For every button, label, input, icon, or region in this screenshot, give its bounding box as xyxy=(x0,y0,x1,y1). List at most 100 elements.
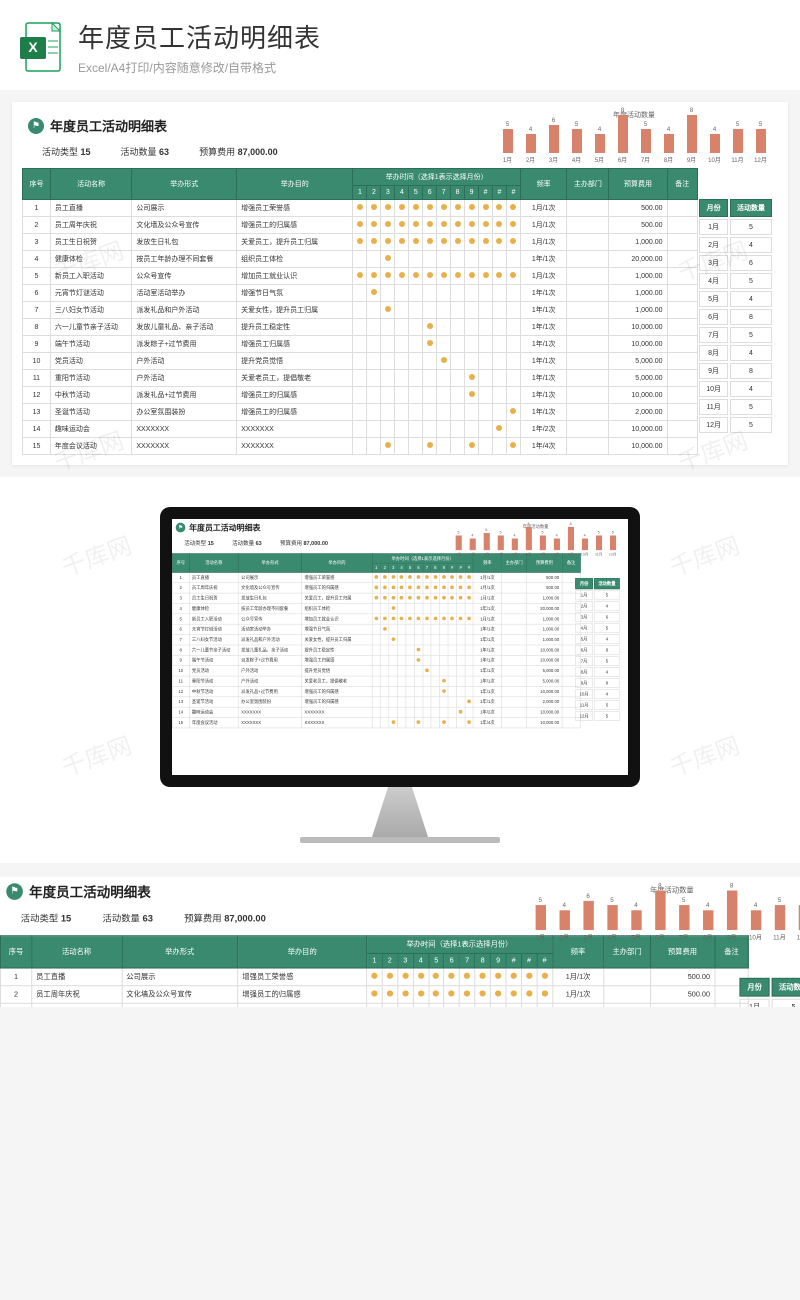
chart-bar: 57月 xyxy=(674,898,693,941)
summary-count: 活动数量 63 xyxy=(232,539,262,547)
table-row: 9端午节活动派发粽子+过节费用增强员工归属感 1年/1次10,000.00 xyxy=(172,655,580,665)
chart-bar: 410月 xyxy=(746,903,765,941)
table-row: 3员工生日祝贺发放生日礼包关爱员工，提升员工归属 1月/1次1,000.00 xyxy=(1,1003,749,1007)
chart-bar: 48月 xyxy=(660,127,678,164)
table-row: 6元宵节灯谜活动活动室活动举办增强节日气氛 1年/1次1,000.00 xyxy=(23,285,698,302)
summary-budget: 预算费用 87,000.00 xyxy=(184,911,266,925)
table-row: 3员工生日祝贺发放生日礼包关爱员工，提升员工归属 1月/1次1,000.00 xyxy=(172,593,580,603)
monitor-screen: ⚑ 年度员工活动明细表 年度活动数量 51月42月63月54月45月86月57月… xyxy=(172,519,628,775)
table-row: 11重阳节活动户外活动关爱老员工，提倡敬老 1年/1次5,000.00 xyxy=(172,676,580,686)
chart-bar: 410月 xyxy=(706,127,724,164)
table-row: 15年度会议活动XXXXXXXXXXXXXX 1年/4次10,000.00 xyxy=(23,438,698,455)
summary-count: 活动数量 63 xyxy=(121,145,170,158)
spreadsheet: ⚑ 年度员工活动明细表 年度活动数量 51月42月63月54月45月86月57月… xyxy=(172,519,628,728)
side-row: 11月5 xyxy=(699,399,772,415)
table-row: 15年度会议活动XXXXXXXXXXXXXX 1年/4次10,000.00 xyxy=(172,718,580,728)
side-row: 8月4 xyxy=(575,667,619,677)
table-row: 13圣诞节活动办公室氛围装扮增强员工的归属感 1年/1次2,000.00 xyxy=(23,404,698,421)
table-row: 13圣诞节活动办公室氛围装扮增强员工的归属感 1年/1次2,000.00 xyxy=(172,697,580,707)
table-row: 1员工直播公司展示增强员工荣誉感 1月/1次500.00 xyxy=(23,200,698,217)
chart-bar: 86月 xyxy=(651,883,670,941)
chart-title: 年度活动数量 xyxy=(450,524,621,530)
side-row: 2月4 xyxy=(575,601,619,611)
chart-bar: 511月 xyxy=(770,898,789,941)
chart-bar: 51月 xyxy=(453,531,464,556)
side-row: 6月8 xyxy=(575,645,619,655)
table-row: 7三八妇女节活动派发礼品和户外活动关爱女性，提升员工归属 1年/1次1,000.… xyxy=(172,635,580,645)
table-row: 5新员工入职活动公众号宣传增加员工就业认识 1月/1次1,000.00 xyxy=(23,268,698,285)
chart-bar: 63月 xyxy=(545,118,563,165)
table-row: 14趣味运动会XXXXXXXXXXXXXX 1年/2次10,000.00 xyxy=(23,421,698,438)
side-row: 5月4 xyxy=(699,291,772,307)
flag-icon: ⚑ xyxy=(6,883,23,900)
side-row: 9月8 xyxy=(575,678,619,688)
sheet-title: 年度员工活动明细表 xyxy=(50,116,167,135)
excel-icon: X xyxy=(20,21,64,73)
side-row: 5月4 xyxy=(575,634,619,644)
chart-bar: 48月 xyxy=(698,903,717,941)
table-row: 4健康体检按员工年龄办理不同套餐组织员工体检 1年/1次20,000.00 xyxy=(172,603,580,613)
side-row: 1月5 xyxy=(740,999,800,1007)
chart-bar: 512月 xyxy=(607,531,618,556)
summary-type: 活动类型 15 xyxy=(42,145,91,158)
side-row: 8月4 xyxy=(699,345,772,361)
table-row: 10党员活动户外活动提升党员觉悟 1年/1次5,000.00 xyxy=(23,353,698,370)
chart-bar: 511月 xyxy=(593,531,604,556)
chart-bar: 512月 xyxy=(794,898,800,941)
chart-bar: 57月 xyxy=(637,122,655,164)
table-row: 8六一儿童节亲子活动发放儿童礼品、亲子活动提升员工稳定性 1年/1次10,000… xyxy=(172,645,580,655)
table-row: 1员工直播公司展示增强员工荣誉感 1月/1次500.00 xyxy=(1,968,749,986)
chart-bar: 63月 xyxy=(579,893,598,941)
side-row: 7月5 xyxy=(575,656,619,666)
summary-type: 活动类型 15 xyxy=(184,539,214,547)
summary-budget: 预算费用 87,000.00 xyxy=(280,539,328,547)
chart-bar: 51月 xyxy=(531,898,550,941)
chart-bar: 54月 xyxy=(568,122,586,164)
table-row: 2员工周年庆祝文化墙及公众号宣传增强员工的归属感 1月/1次500.00 xyxy=(23,217,698,234)
table-row: 9端午节活动派发粽子+过节费用增强员工归属感 1年/1次10,000.00 xyxy=(23,336,698,353)
watermark: 千库网 xyxy=(664,526,744,584)
table-row: 14趣味运动会XXXXXXXXXXXXXX 1年/2次10,000.00 xyxy=(172,707,580,717)
side-row: 6月8 xyxy=(699,309,772,325)
chart-bar: 54月 xyxy=(603,898,622,941)
side-table: 月份活动数量1月52月43月64月55月46月87月58月49月810月411月… xyxy=(738,976,800,1007)
table-row: 8六一儿童节亲子活动发放儿童礼品、亲子活动提升员工稳定性 1年/1次10,000… xyxy=(23,319,698,336)
table-row: 10党员活动户外活动提升党员觉悟 1年/1次5,000.00 xyxy=(172,666,580,676)
summary-budget: 预算费用 87,000.00 xyxy=(199,145,278,158)
sheet-title: 年度员工活动明细表 xyxy=(29,881,151,901)
side-table: 月份活动数量1月52月43月64月55月46月87月58月49月810月411月… xyxy=(697,197,774,435)
table-row: 6元宵节灯谜活动活动室活动举办增强节日气氛 1年/1次1,000.00 xyxy=(172,624,580,634)
table-row: 11重阳节活动户外活动关爱老员工，提倡敬老 1年/1次5,000.00 xyxy=(23,370,698,387)
side-row: 1月5 xyxy=(699,219,772,235)
flag-icon: ⚑ xyxy=(28,118,44,134)
chart-bar: 48月 xyxy=(551,534,562,557)
bottom-strip-preview: ⚑ 年度员工活动明细表 年度活动数量 51月42月63月54月45月86月57月… xyxy=(0,877,800,1007)
monitor-stand xyxy=(360,787,440,837)
monitor-mockup: 千库网 千库网 千库网 千库网 ⚑ 年度员工活动明细表 年度活动数量 51月42… xyxy=(0,477,800,863)
main-table: 序号 活动名称 举办形式 举办目的 举办时间（选择1表示选择月份） 频率 主办部… xyxy=(172,553,581,728)
side-row: 10月4 xyxy=(575,689,619,699)
side-row: 7月5 xyxy=(699,327,772,343)
chart-bar: 45月 xyxy=(627,903,646,941)
chart-bar: 45月 xyxy=(509,534,520,557)
flag-icon: ⚑ xyxy=(176,522,186,532)
spreadsheet: ⚑ 年度员工活动明细表 年度活动数量 51月42月63月54月45月86月57月… xyxy=(0,877,800,1007)
chart-bar: 51月 xyxy=(499,122,517,164)
table-row: 12中秋节活动派发礼品+过节费用增强员工的归属感 1年/1次10,000.00 xyxy=(23,387,698,404)
chart-bar: 42月 xyxy=(522,127,540,164)
side-row: 3月6 xyxy=(575,612,619,622)
table-row: 5新员工入职活动公众号宣传增加员工就业认识 1月/1次1,000.00 xyxy=(172,614,580,624)
chart-bar: 89月 xyxy=(565,523,576,557)
monitor-frame: ⚑ 年度员工活动明细表 年度活动数量 51月42月63月54月45月86月57月… xyxy=(160,507,640,787)
chart-bar: 86月 xyxy=(614,108,632,164)
side-row: 12月5 xyxy=(575,711,619,721)
summary-count: 活动数量 63 xyxy=(102,911,152,925)
watermark: 千库网 xyxy=(56,526,136,584)
chart-bar: 89月 xyxy=(722,883,741,941)
side-table: 月份活动数量1月52月43月64月55月46月87月58月49月810月411月… xyxy=(574,577,621,722)
svg-text:X: X xyxy=(28,39,38,55)
side-row: 10月4 xyxy=(699,381,772,397)
table-row: 2员工周年庆祝文化墙及公众号宣传增强员工的归属感 1月/1次500.00 xyxy=(172,583,580,593)
table-row: 2员工周年庆祝文化墙及公众号宣传增强员工的归属感 1月/1次500.00 xyxy=(1,986,749,1004)
product-subtitle: Excel/A4打印/内容随意修改/自带格式 xyxy=(78,59,321,76)
